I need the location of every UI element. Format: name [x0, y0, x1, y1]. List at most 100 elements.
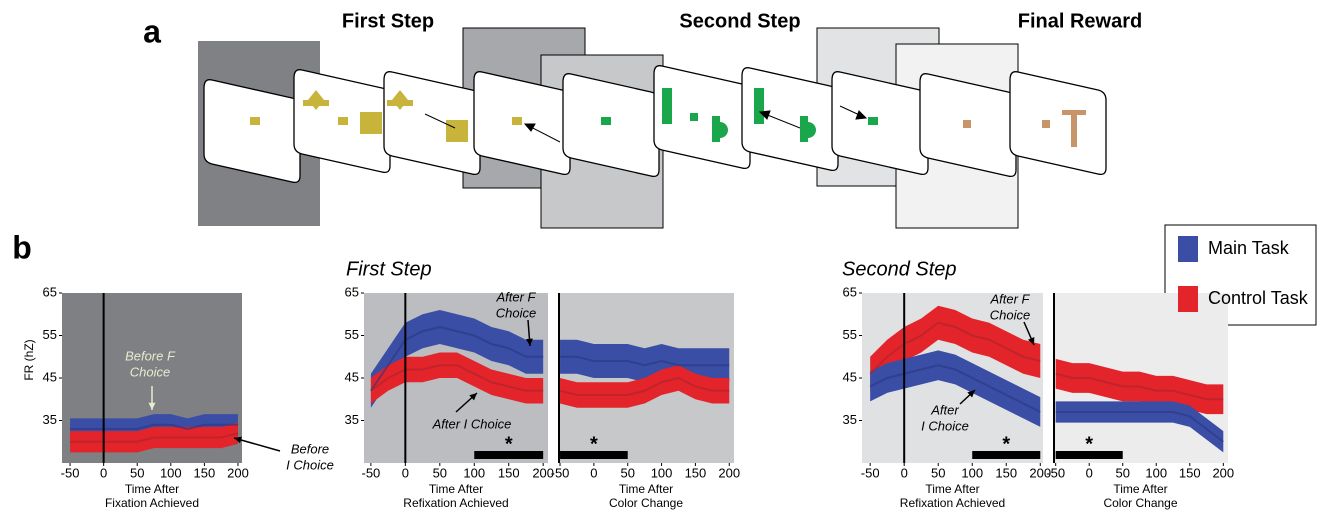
- section-title: First Step: [346, 258, 432, 280]
- x-axis-label: Refixation Achieved: [900, 496, 1005, 510]
- arrow: [839, 105, 868, 120]
- y-tick-label: 35: [43, 412, 57, 427]
- significance-label: *: [1085, 433, 1093, 455]
- x-tick-label: 200: [718, 465, 740, 480]
- arrow-head: [469, 393, 477, 401]
- stimulus: [868, 117, 878, 125]
- annotation: Choice: [496, 305, 536, 320]
- x-tick-label: 50: [130, 465, 144, 480]
- stimulus: [800, 116, 816, 142]
- legend-swatch: [1178, 286, 1198, 312]
- significance-bar: [1055, 451, 1123, 459]
- stimulus: [338, 117, 348, 125]
- x-tick-label: 200: [1212, 465, 1234, 480]
- task-schematic: [198, 27, 1107, 229]
- stimulus: [712, 116, 728, 142]
- arrow-head: [234, 436, 242, 444]
- x-tick-label: 0: [1086, 465, 1093, 480]
- x-tick-label: 200: [227, 465, 249, 480]
- mean-line: [869, 321, 1041, 375]
- mean-line: [560, 355, 730, 367]
- annotation: Before F: [125, 348, 176, 363]
- significance-bar: [474, 451, 544, 459]
- x-tick-label: 150: [1179, 465, 1201, 480]
- step-label: First Step: [342, 10, 434, 32]
- stimulus: [1062, 110, 1086, 147]
- y-tick-label: 45: [843, 369, 857, 384]
- mean-line: [370, 325, 544, 392]
- section-title: Second Step: [842, 258, 957, 280]
- x-axis-label: Fixation Achieved: [105, 496, 199, 510]
- x-tick-label: -50: [861, 465, 880, 480]
- annotation: I Choice: [921, 418, 969, 433]
- significance-bar: [972, 451, 1041, 459]
- step-label: Final Reward: [1018, 10, 1142, 32]
- x-axis-label: Time After: [429, 482, 483, 496]
- x-tick-label: -50: [1046, 465, 1065, 480]
- y-tick-label: 65: [345, 284, 359, 299]
- annotation: After F: [989, 291, 1030, 306]
- y-tick-label: 45: [43, 369, 57, 384]
- stimulus: [1042, 120, 1050, 128]
- x-tick-label: 0: [590, 465, 597, 480]
- arrow-head: [148, 402, 156, 410]
- y-tick-label: 35: [843, 412, 857, 427]
- error-band: [870, 305, 1041, 391]
- y-tick-label: 55: [843, 327, 857, 342]
- legend-label: Main Task: [1208, 238, 1290, 258]
- stimulus: [963, 120, 971, 128]
- x-tick-label: -50: [361, 465, 380, 480]
- x-axis-label: Time After: [125, 482, 179, 496]
- x-tick-label: 0: [901, 465, 908, 480]
- mean-line: [70, 423, 238, 431]
- annotation: After: [930, 402, 959, 417]
- x-tick-label: 200: [1029, 465, 1051, 480]
- legend-swatch: [1178, 236, 1198, 262]
- arrow: [523, 123, 561, 143]
- stimulus: [512, 117, 522, 125]
- significance-label: *: [1002, 433, 1010, 455]
- error-band: [560, 365, 730, 408]
- panel-label: a: [143, 13, 161, 49]
- mean-line: [1055, 411, 1224, 443]
- arrow: [758, 110, 801, 129]
- significance-label: *: [590, 433, 598, 455]
- screens: [203, 65, 1107, 184]
- stimulus: [446, 120, 468, 142]
- x-axis-label: Color Change: [1103, 496, 1177, 510]
- arrow-head: [1027, 337, 1035, 345]
- x-tick-label: 100: [961, 465, 983, 480]
- x-axis-label: Time After: [925, 482, 979, 496]
- annotation: Before: [291, 441, 329, 456]
- stimulus: [387, 90, 413, 110]
- x-tick-label: 50: [931, 465, 945, 480]
- x-tick-label: 100: [160, 465, 182, 480]
- x-tick-label: 100: [1145, 465, 1167, 480]
- significance-label: *: [505, 433, 513, 455]
- mean-line: [1055, 372, 1224, 401]
- arrow: [424, 113, 456, 129]
- y-tick-label: 35: [345, 412, 359, 427]
- stimulus: [303, 90, 329, 110]
- mean-line: [869, 364, 1041, 413]
- stimulus: [754, 88, 764, 124]
- arrow-head: [525, 338, 533, 346]
- annotation: After F: [495, 289, 536, 304]
- x-tick-label: 100: [463, 465, 485, 480]
- x-tick-label: 200: [532, 465, 554, 480]
- stimulus: [601, 117, 611, 125]
- x-tick-label: 100: [651, 465, 673, 480]
- x-tick-label: 150: [498, 465, 520, 480]
- x-axis-label: Refixation Achieved: [403, 496, 508, 510]
- x-tick-label: 50: [620, 465, 634, 480]
- annotation-arrow: [233, 437, 281, 452]
- stimulus: [662, 88, 672, 124]
- error-band: [370, 352, 544, 404]
- x-tick-label: -50: [61, 465, 80, 480]
- stimulus: [360, 112, 382, 134]
- legend-label: Control Task: [1208, 288, 1309, 308]
- significance-bar: [560, 451, 628, 459]
- stimulus: [250, 117, 260, 125]
- x-axis-label: Time After: [619, 482, 673, 496]
